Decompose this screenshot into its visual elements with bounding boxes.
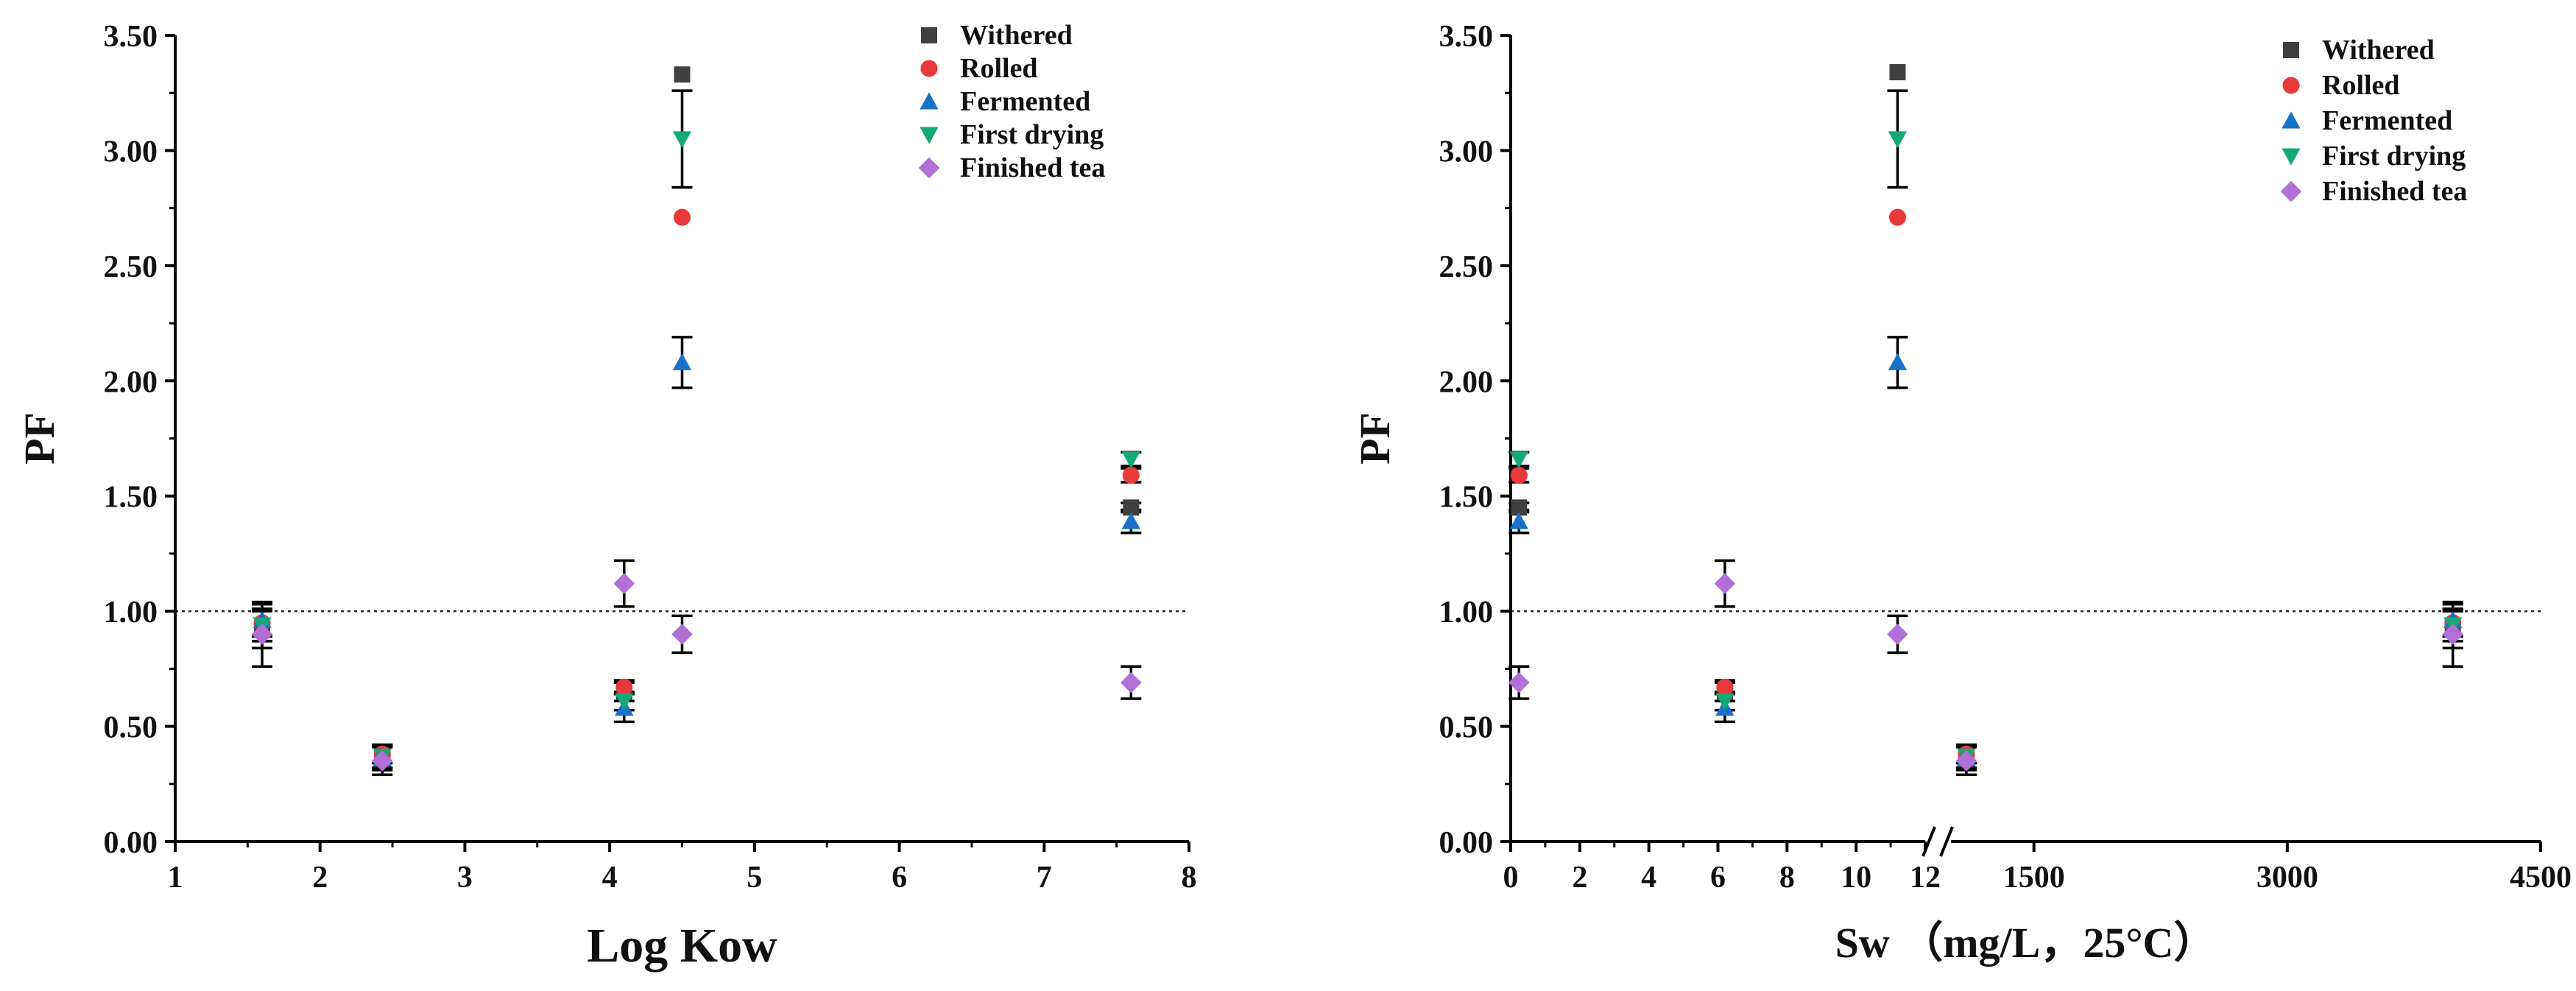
legend-marker [2283,42,2299,58]
point-finished-tea [372,750,393,772]
point-rolled [673,208,691,226]
point-first-drying [615,693,634,710]
point-first-drying [1121,451,1140,469]
point-finished-tea [1714,573,1736,594]
point-finished-tea [1887,624,1908,645]
y-tick-label: 2.50 [1439,250,1494,284]
point-rolled [1716,678,1734,696]
x-tick-label: 6 [892,861,907,895]
y-tick-label: 0.50 [1439,711,1494,745]
point-fermented [1121,512,1140,529]
legend-marker [2282,111,2301,129]
legend-label: Fermented [2322,105,2452,136]
y-tick-label: 2.50 [104,250,158,284]
x-tick-label: 6 [1710,861,1726,895]
point-finished-tea [671,624,693,645]
legend-label: Withered [960,20,1073,51]
y-tick-label: 1.00 [1439,596,1494,629]
point-finished-tea [1508,671,1530,694]
legend-label: Fermented [960,86,1090,117]
x-tick-label: 7 [1037,861,1052,895]
x-tick-label: 10 [1841,861,1871,895]
x-axis-title: Sw （mg/L，25°C） [1835,919,2217,967]
x-tick-label: 5 [747,861,762,895]
x-tick-label: 2 [312,861,328,895]
legend-marker [920,92,939,110]
x-tick-label: 0 [1503,861,1519,895]
y-tick-label: 1.50 [104,481,158,515]
y-tick-label: 3.50 [1439,20,1494,54]
point-rolled [615,678,633,696]
point-rolled [1888,208,1907,226]
point-finished-tea [251,624,273,645]
legend-label: First drying [960,119,1104,150]
y-tick-label: 2.00 [104,365,158,399]
point-fermented [1888,353,1908,370]
point-withered [1511,499,1528,516]
y-tick-label: 0.50 [104,711,158,745]
point-fermented [672,353,692,370]
y-tick-label: 3.50 [104,20,158,54]
x-tick-label: 2 [1572,861,1587,895]
x-tick-label: 4 [602,861,618,895]
point-finished-tea [1955,750,1977,772]
axis-break-mark [1939,826,1954,857]
point-first-drying [1715,693,1735,710]
legend-label: Rolled [960,53,1038,84]
x-tick-label: 12 [1910,861,1941,895]
legend-label: First drying [2322,141,2466,172]
y-tick-label: 3.00 [104,135,158,169]
y-tick-label: 2.00 [1439,365,1494,399]
legend-marker [921,27,937,43]
point-first-drying [672,131,692,149]
y-tick-label: 0.00 [104,826,158,860]
point-finished-tea [2442,624,2463,645]
point-withered [1123,499,1140,516]
legend-label: Rolled [2322,70,2400,101]
x-tick-label: 8 [1779,861,1795,895]
point-first-drying [1509,451,1528,469]
x-tick-label: 8 [1182,861,1197,895]
legend-marker [920,127,939,144]
point-rolled [1510,467,1528,484]
point-withered [1889,64,1906,81]
point-withered [674,66,691,83]
point-fermented [1509,512,1528,529]
legend-marker [920,60,938,77]
legend-marker [918,157,940,179]
legend-label: Finished tea [960,152,1105,183]
point-first-drying [1888,131,1908,149]
legend-label: Finished tea [2322,176,2467,207]
y-tick-label: 0.00 [1439,826,1494,860]
x-axis-title: Log Kow [587,919,777,973]
y-axis-title: PF [15,412,63,465]
legend-label: Withered [2322,35,2435,66]
x-tick-label: 4500 [2510,861,2572,895]
x-tick-label: 1 [168,861,183,895]
x-tick-label: 3 [457,861,473,895]
legend-marker [2282,148,2301,166]
x-tick-label: 1500 [2003,861,2065,895]
point-finished-tea [613,573,635,594]
point-finished-tea [1121,671,1142,694]
point-rolled [1122,467,1140,484]
legend-marker [2280,180,2302,202]
y-axis-title: PF [1351,412,1399,465]
x-tick-label: 4 [1641,861,1656,895]
y-tick-label: 1.50 [1439,481,1494,515]
y-tick-label: 3.00 [1439,135,1494,169]
y-tick-label: 1.00 [104,596,158,629]
legend-marker [2282,77,2300,94]
x-tick-label: 3000 [2256,861,2318,895]
